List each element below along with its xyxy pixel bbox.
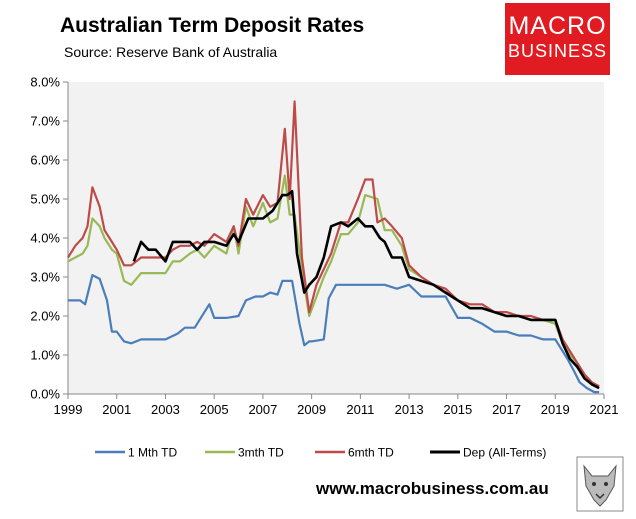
- logo-line-2: BUSINESS: [507, 41, 608, 61]
- x-tick-label: 2017: [492, 402, 521, 417]
- axes: 0.0% 1.0% 2.0% 3.0% 4.0% 5.0% 6.0% 7.0% 8.0% 1999…: [30, 75, 618, 418]
- macrobusiness-logo: MACRO BUSINESS: [505, 3, 610, 75]
- x-tick-label: 2005: [200, 402, 229, 417]
- x-tick-label: 2001: [102, 402, 131, 417]
- x-tick-label: 2021: [590, 402, 619, 417]
- website-url: www.macrobusiness.com.au: [316, 479, 549, 498]
- y-tick-label: 8.0%: [30, 75, 60, 90]
- legend-label: 6mth TD: [348, 446, 394, 460]
- legend-label: 1 Mth TD: [128, 446, 177, 460]
- chart-subtitle: Source: Reserve Bank of Australia: [64, 44, 278, 60]
- line-chart: 0.0% 1.0% 2.0% 3.0% 4.0% 5.0% 6.0% 7.0% 8.0% 1999…: [30, 75, 618, 460]
- y-tick-label: 1.0%: [30, 348, 60, 363]
- legend-label: Dep (All-Terms): [463, 446, 546, 460]
- logo-line-1: MACRO: [508, 12, 607, 40]
- legend: 1 Mth TD 3mth TD 6mth TD Dep (All-Terms): [95, 446, 546, 460]
- series-line-1: [68, 274, 600, 394]
- y-tick-label: 7.0%: [30, 114, 60, 129]
- chart-title: Australian Term Deposit Rates: [60, 14, 365, 37]
- y-tick-label: 0.0%: [30, 387, 60, 402]
- series-line-4: [132, 189, 600, 390]
- x-tick-label: 2019: [541, 402, 570, 417]
- series-group: [67, 100, 600, 394]
- x-tick-label: 2011: [346, 402, 374, 417]
- legend-label: 3mth TD: [238, 446, 284, 460]
- series-line-3: [67, 100, 600, 388]
- wolf-mascot-icon: [576, 456, 624, 512]
- x-tick-label: 2007: [248, 402, 277, 417]
- x-tick-label: 2003: [151, 402, 180, 417]
- y-tick-label: 6.0%: [30, 153, 60, 168]
- x-tick-label: 1999: [54, 402, 83, 417]
- x-tick-label: 2009: [297, 402, 326, 417]
- y-tick-label: 5.0%: [30, 192, 60, 207]
- x-tick-label: 2015: [443, 402, 472, 417]
- y-tick-label: 3.0%: [30, 270, 60, 285]
- y-tick-label: 2.0%: [30, 309, 60, 324]
- x-tick-label: 2013: [395, 402, 424, 417]
- y-tick-label: 4.0%: [30, 231, 60, 246]
